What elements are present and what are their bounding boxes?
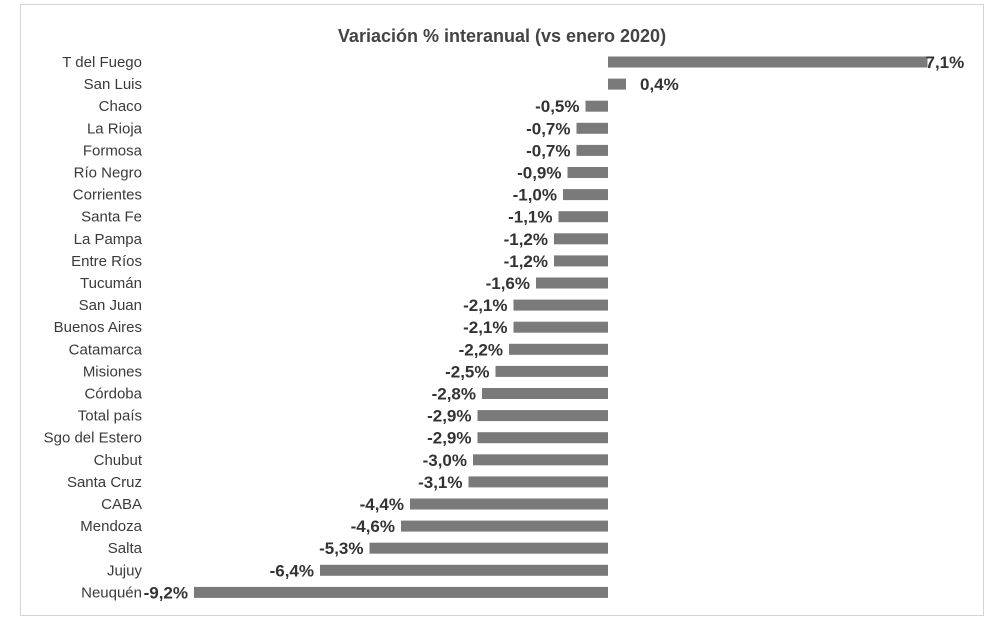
- bar: [482, 388, 608, 399]
- value-label: -2,1%: [463, 296, 507, 315]
- bar: [477, 432, 608, 444]
- category-label: Salta: [108, 540, 143, 557]
- bar: [194, 586, 608, 598]
- category-label: Santa Cruz: [67, 474, 142, 491]
- category-label: Santa Fe: [81, 209, 142, 226]
- category-label: Formosa: [83, 142, 143, 159]
- category-label: CABA: [101, 496, 142, 513]
- value-label: -0,7%: [526, 119, 570, 138]
- category-label: La Rioja: [87, 120, 143, 137]
- category-label: Río Negro: [74, 165, 142, 182]
- bar: [558, 211, 608, 223]
- value-label: -1,2%: [504, 230, 548, 249]
- value-label: 7,1%: [926, 53, 965, 72]
- chart-frame: [20, 4, 984, 616]
- category-label: Sgo del Estero: [44, 430, 142, 447]
- category-label: Misiones: [83, 363, 142, 380]
- value-label: -4,4%: [360, 495, 404, 514]
- bar: [369, 542, 608, 554]
- value-label: -2,1%: [463, 318, 507, 337]
- category-label: San Luis: [84, 76, 142, 93]
- value-label: -4,6%: [351, 517, 395, 536]
- bar: [608, 56, 928, 68]
- bar: [536, 277, 608, 289]
- bar: [576, 144, 608, 156]
- value-label: -5,3%: [319, 539, 363, 558]
- value-label: 0,4%: [640, 75, 679, 94]
- value-label: -3,1%: [418, 473, 462, 492]
- category-label: Chaco: [99, 98, 142, 115]
- category-label: Entre Ríos: [71, 253, 142, 270]
- category-label: Catamarca: [69, 341, 143, 358]
- value-label: -2,2%: [459, 340, 503, 359]
- category-label: Total país: [78, 408, 142, 425]
- value-label: -3,0%: [423, 451, 467, 470]
- value-label: -1,0%: [513, 186, 557, 205]
- value-label: -0,7%: [526, 141, 570, 160]
- bar: [567, 167, 608, 178]
- category-label: Jujuy: [107, 562, 143, 579]
- bar: [509, 343, 608, 355]
- category-label: Tucumán: [80, 275, 142, 292]
- value-labels: 7,1% 0,4% -0,5% -0,7% -0,7% -0,9% -1,0% -1,1% -1…: [144, 53, 965, 602]
- category-labels: T del Fuego San Luis Chaco La Rioja Formosa R…: [44, 54, 143, 601]
- bar: [513, 299, 608, 311]
- bar: [401, 520, 608, 532]
- bar: [554, 233, 608, 245]
- category-label: Chubut: [94, 452, 143, 469]
- category-label: Corrientes: [73, 187, 142, 204]
- category-label: T del Fuego: [62, 54, 142, 71]
- bar: [563, 189, 608, 201]
- value-label: -0,5%: [535, 97, 579, 116]
- bar: [608, 78, 626, 90]
- category-label: La Pampa: [74, 231, 143, 248]
- value-label: -6,4%: [270, 561, 314, 580]
- category-label: Neuquén: [81, 584, 142, 601]
- category-label: San Juan: [79, 297, 142, 314]
- value-label: -2,9%: [427, 429, 471, 448]
- bar: [468, 476, 608, 488]
- category-label: Mendoza: [80, 518, 142, 535]
- value-label: -9,2%: [144, 583, 188, 602]
- value-label: -2,9%: [427, 407, 471, 426]
- value-label: -1,6%: [486, 274, 530, 293]
- category-label: Buenos Aires: [54, 319, 142, 336]
- bar: [576, 122, 608, 134]
- bar: [320, 564, 608, 576]
- chart-title: Variación % interanual (vs enero 2020): [338, 26, 666, 46]
- value-label: -1,2%: [504, 252, 548, 271]
- bar: [410, 498, 608, 510]
- category-label: Córdoba: [84, 386, 142, 403]
- value-label: -2,8%: [432, 385, 476, 404]
- bar: [473, 454, 608, 466]
- value-label: -2,5%: [445, 362, 489, 381]
- bar: [513, 321, 608, 333]
- bars-layer: [194, 56, 928, 598]
- value-label: -1,1%: [508, 208, 552, 227]
- bar: [495, 365, 608, 377]
- bar: [585, 100, 608, 112]
- bar: [477, 410, 608, 422]
- bar: [554, 255, 608, 267]
- value-label: -0,9%: [517, 164, 561, 183]
